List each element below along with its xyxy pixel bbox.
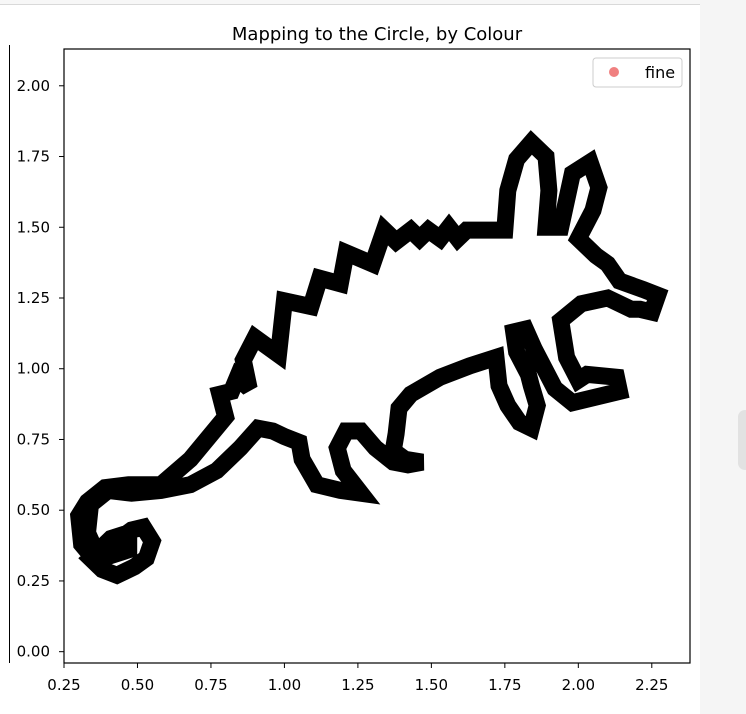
x-tick-label: 0.50 [121, 676, 154, 694]
x-tick-label: 0.25 [47, 676, 80, 694]
legend-label-fine: fine [645, 63, 675, 82]
x-tick-label: 1.00 [268, 676, 301, 694]
x-tick-label: 0.75 [194, 676, 227, 694]
y-tick-label: 2.00 [17, 77, 50, 95]
scrollbar-handle[interactable] [738, 410, 746, 470]
x-tick-label: 1.50 [415, 676, 448, 694]
y-tick-label: 1.75 [17, 148, 50, 166]
legend: fine [592, 57, 683, 88]
y-tick-label: 0.00 [17, 643, 50, 661]
y-tick-label: 0.75 [17, 430, 50, 448]
x-tick-label: 2.25 [635, 676, 668, 694]
x-tick-label: 1.25 [341, 676, 374, 694]
x-tick-label: 1.75 [488, 676, 521, 694]
adjacent-plot-edge [9, 45, 10, 663]
x-tick-label: 2.00 [562, 676, 595, 694]
plot-area [63, 48, 691, 664]
chart-title: Mapping to the Circle, by Colour [232, 24, 523, 45]
legend-box [592, 57, 683, 88]
right-panel-background [700, 0, 746, 714]
x-axis: 0.25 0.50 0.75 1.00 1.25 1.50 1.75 2.00 2.25 [47, 663, 668, 694]
legend-marker-fine [609, 67, 619, 77]
window-top-strip [0, 0, 700, 5]
y-tick-label: 1.50 [17, 218, 50, 236]
y-tick-label: 1.25 [17, 289, 50, 307]
y-tick-label: 0.25 [17, 572, 50, 590]
y-axis: 0.00 0.25 0.50 0.75 1.00 1.25 1.50 1.75 2.00 [17, 77, 64, 661]
y-tick-label: 1.00 [17, 360, 50, 378]
y-tick-label: 0.50 [17, 501, 50, 519]
outline-series-line [69, 130, 669, 585]
